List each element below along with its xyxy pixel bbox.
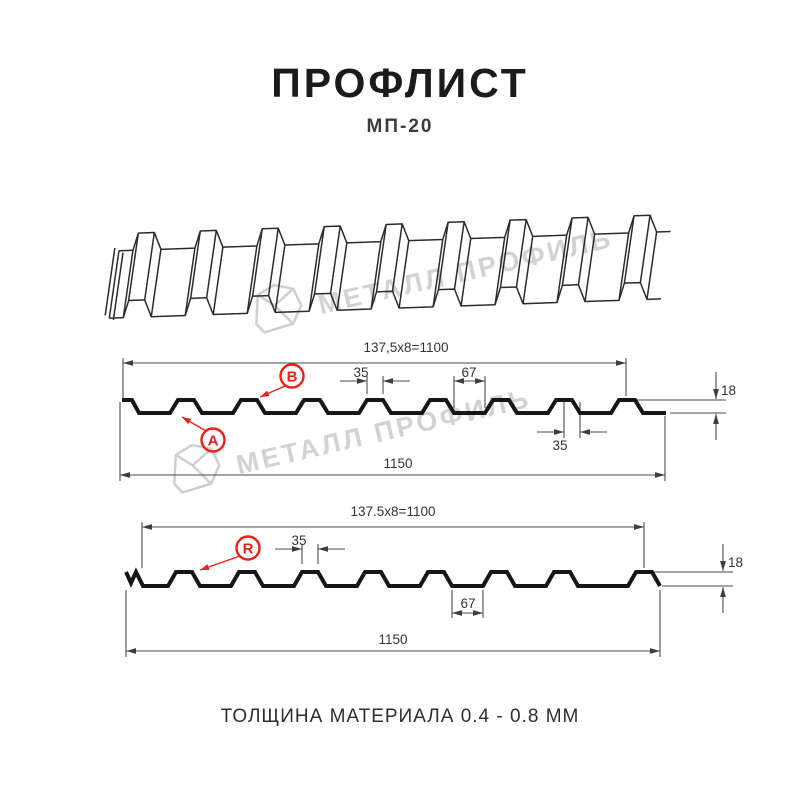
cross-section-drawing-front: 137,5x8=1100 35 67 В А 18 35 xyxy=(119,340,736,481)
dim-covered-width: 137,5x8=1100 xyxy=(364,340,449,355)
dim-profile-height: 18 xyxy=(728,555,743,570)
callout-b-circle xyxy=(279,363,305,389)
material-thickness-note: ТОЛЩИНА МАТЕРИАЛА 0.4 - 0.8 ММ xyxy=(220,706,580,727)
dim-overall-width: 1150 xyxy=(383,456,412,471)
dim-valley-width: 67 xyxy=(460,596,475,611)
metall-profil-logo-icon xyxy=(255,283,303,334)
watermark: МЕТАЛЛ ПРОФИЛЬ xyxy=(239,205,616,338)
callout-r-label: R xyxy=(243,541,254,558)
dim-profile-height: 18 xyxy=(721,383,736,398)
dim-rib-bottom-width: 35 xyxy=(552,438,567,453)
callout-a-label: А xyxy=(208,433,219,450)
product-model: МП-20 xyxy=(366,116,434,137)
dim-covered-width: 137.5x8=1100 xyxy=(351,504,436,519)
callout-b-label: В xyxy=(287,369,298,386)
callout-r-circle xyxy=(235,535,261,561)
dim-valley-width: 67 xyxy=(461,365,476,380)
cross-section-drawing-reverse: 137.5x8=1100 R 35 18 67 1150 xyxy=(124,504,743,657)
dim-overall-width: 1150 xyxy=(378,632,407,647)
dim-rib-top-width: 35 xyxy=(291,533,306,548)
dim-rib-top-width: 35 xyxy=(353,365,368,380)
profile-sheet-3d-drawing xyxy=(104,214,671,321)
page-title: ПРОФЛИСТ xyxy=(271,60,529,106)
callout-a-circle xyxy=(200,427,226,453)
